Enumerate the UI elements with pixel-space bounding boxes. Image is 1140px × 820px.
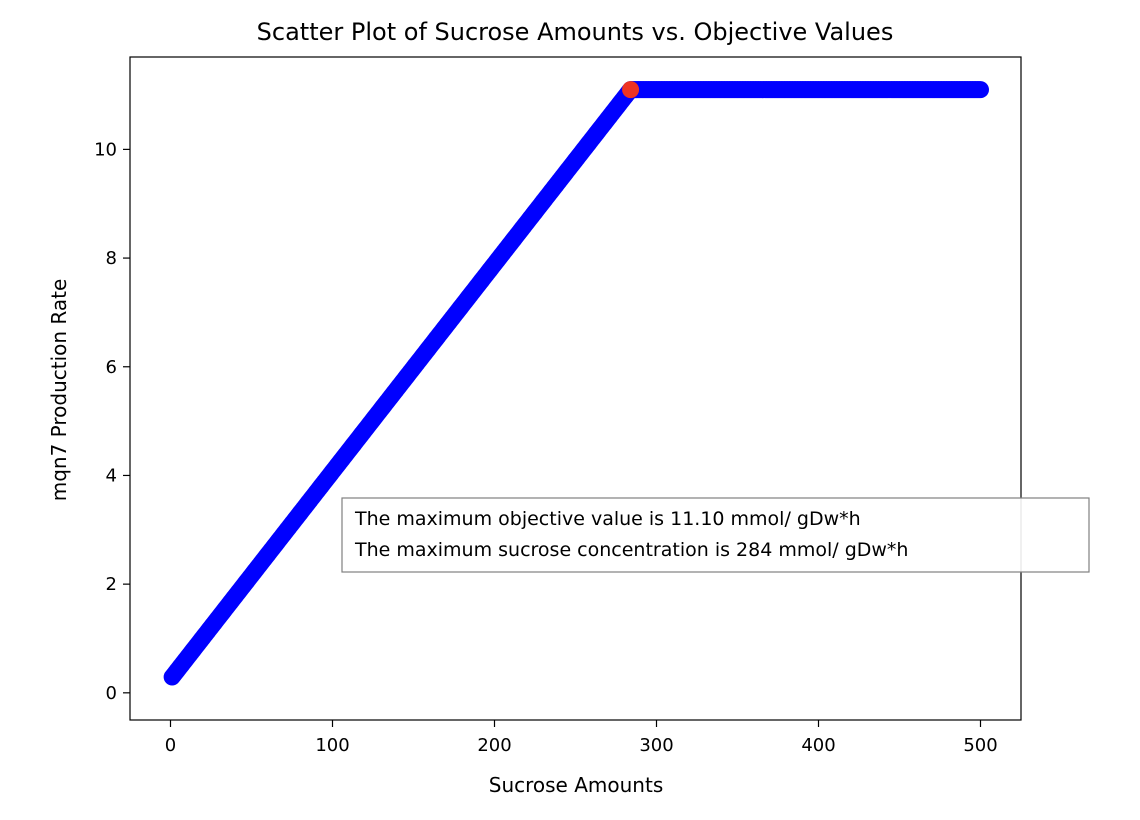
annotation-box: The maximum objective value is 11.10 mmo… [341,497,1090,573]
y-tick-label: 2 [106,574,117,595]
x-tick-label: 100 [315,735,349,756]
x-tick-label: 400 [801,735,835,756]
x-tick-label: 0 [165,735,176,756]
chart-title: Scatter Plot of Sucrose Amounts vs. Obje… [257,18,894,46]
x-axis-ticks: 0 100 200 300 400 500 [165,720,998,756]
data-point [972,81,989,99]
annotation-line-1: The maximum objective value is 11.10 mmo… [354,508,861,530]
annotation-frame [341,497,1090,573]
max-point [622,81,640,99]
y-tick-label: 4 [106,465,117,486]
y-axis-label: mqn7 Production Rate [47,279,71,502]
annotation-line-2: The maximum sucrose concentration is 284… [354,539,908,561]
x-tick-label: 500 [963,735,997,756]
y-axis-ticks: 0 2 4 6 8 10 [94,139,130,704]
data-points [163,81,989,686]
plot-frame [129,56,1022,721]
x-tick-label: 200 [477,735,511,756]
y-tick-label: 8 [106,248,117,269]
y-tick-label: 0 [106,683,117,704]
y-tick-label: 10 [94,139,117,160]
x-axis-label: Sucrose Amounts [489,773,663,797]
y-tick-label: 6 [106,357,117,378]
x-tick-label: 300 [639,735,673,756]
